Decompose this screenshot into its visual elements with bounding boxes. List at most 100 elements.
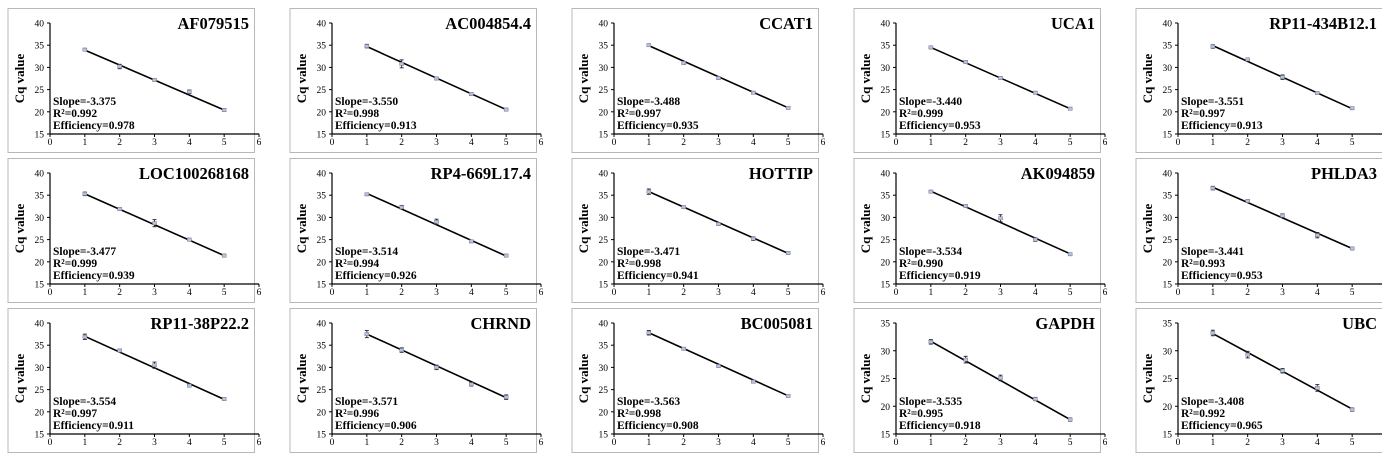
x-tick-label: 4	[1033, 438, 1038, 448]
x-tick-label: 3	[434, 438, 439, 448]
x-tick-label: 1	[646, 138, 651, 148]
x-tick-label: 5	[1068, 288, 1073, 298]
data-point	[998, 76, 1003, 80]
x-tick-label: 1	[82, 438, 87, 448]
data-point	[963, 357, 968, 362]
y-axis-label: Cq value	[294, 54, 309, 104]
y-tick-label: 25	[599, 236, 609, 246]
chart-svg: 15 20 25 30 35 40 0 1 2 3 4 5 6 Cq value AC004854.4 Slo…	[289, 8, 544, 153]
chart-panel: 15 20 25 30 35 40 0 1 2 3 4 5 6 Cq value AC004854.4 Slo…	[282, 8, 544, 158]
x-tick-label: 2	[1245, 438, 1250, 448]
y-tick-label: 35	[317, 42, 327, 52]
x-tick-label: 5	[786, 138, 791, 148]
x-tick-label: 2	[1245, 138, 1250, 148]
slope-text: Slope=-3.535	[899, 396, 962, 408]
x-tick-label: 4	[1033, 288, 1038, 298]
y-tick-label: 20	[35, 258, 45, 268]
data-point	[399, 61, 404, 66]
y-tick-label: 20	[881, 258, 891, 268]
chart-frame	[7, 308, 255, 453]
y-tick-label: 15	[881, 281, 891, 291]
y-tick-label: 30	[881, 64, 891, 74]
x-tick-label: 6	[539, 288, 544, 298]
y-tick-label: 40	[881, 170, 891, 180]
x-tick-label: 2	[681, 288, 686, 298]
x-tick-label: 1	[646, 438, 651, 448]
chart-panel: 15 20 25 30 35 40 0 1 2 3 4 5 6 Cq value LOC100268168 S…	[0, 158, 262, 308]
y-tick-label: 35	[317, 342, 327, 352]
y-tick-label: 15	[317, 431, 327, 441]
x-tick-label: 5	[786, 438, 791, 448]
y-tick-label: 15	[35, 131, 45, 141]
y-tick-label: 35	[1163, 192, 1173, 202]
y-tick-label: 20	[35, 108, 45, 118]
data-point	[187, 383, 192, 388]
slope-text: Slope=-3.534	[899, 246, 962, 258]
y-axis-label: Cq value	[12, 354, 27, 404]
y-axis-label: Cq value	[12, 54, 27, 104]
x-tick-label: 5	[1068, 438, 1073, 448]
x-tick-label: 5	[504, 138, 509, 148]
x-tick-label: 6	[257, 138, 262, 148]
x-tick-label: 6	[539, 138, 544, 148]
x-tick-label: 1	[928, 138, 933, 148]
y-tick-label: 15	[1163, 281, 1173, 291]
x-tick-label: 5	[786, 288, 791, 298]
x-tick-label: 1	[646, 288, 651, 298]
chart-title: BC005081	[741, 314, 813, 333]
data-point	[681, 346, 686, 351]
y-tick-label: 35	[881, 42, 891, 52]
chart-svg: 15 20 25 30 35 40 0 1 2 3 4 5 6 Cq value HOTTIP Slope=-…	[571, 158, 826, 303]
data-point	[716, 222, 721, 226]
data-point	[503, 253, 509, 258]
data-point	[469, 239, 474, 244]
x-tick-label: 4	[187, 438, 192, 448]
efficiency-text: Efficiency=0.926	[335, 270, 417, 282]
data-point	[221, 253, 227, 258]
data-point	[187, 237, 192, 242]
x-tick-label: 3	[716, 438, 721, 448]
y-axis-label: Cq value	[294, 204, 309, 254]
data-point	[785, 393, 791, 398]
y-tick-label: 40	[317, 170, 327, 180]
data-point	[1245, 199, 1250, 203]
data-point	[646, 330, 652, 335]
x-tick-label: 5	[1068, 138, 1073, 148]
data-point	[1280, 368, 1285, 373]
x-tick-label: 2	[117, 288, 122, 298]
y-axis-label: Cq value	[576, 54, 591, 104]
chart-title: PHLDA3	[1311, 164, 1377, 183]
data-point	[681, 61, 686, 65]
data-point	[1210, 44, 1216, 49]
y-tick-label: 20	[599, 108, 609, 118]
efficiency-text: Efficiency=0.913	[335, 120, 417, 132]
y-tick-label: 15	[35, 431, 45, 441]
x-tick-label: 0	[48, 288, 53, 298]
y-tick-label: 25	[1163, 375, 1173, 385]
efficiency-text: Efficiency=0.941	[617, 270, 699, 282]
x-tick-label: 1	[1210, 138, 1215, 148]
y-tick-label: 15	[1163, 131, 1173, 141]
data-point	[998, 376, 1003, 380]
x-tick-label: 3	[716, 138, 721, 148]
data-point	[364, 192, 370, 197]
x-tick-label: 2	[681, 438, 686, 448]
data-point	[785, 105, 791, 110]
efficiency-text: Efficiency=0.908	[617, 420, 699, 432]
r-squared-text: R²=0.995	[899, 408, 943, 420]
x-tick-label: 5	[222, 438, 227, 448]
slope-text: Slope=-3.471	[617, 246, 680, 258]
chart-svg: 15 20 25 30 35 40 0 1 2 3 4 5 6 Cq value LOC100268168 S…	[7, 158, 262, 303]
y-tick-label: 20	[1163, 258, 1173, 268]
y-tick-label: 15	[881, 131, 891, 141]
x-tick-label: 4	[187, 288, 192, 298]
y-tick-label: 25	[881, 86, 891, 96]
r-squared-text: R²=0.994	[335, 258, 379, 270]
y-tick-label: 35	[599, 342, 609, 352]
y-tick-label: 40	[35, 170, 45, 180]
chart-panel: 15 20 25 30 35 40 0 1 2 3 4 5 6 Cq value RP4-669L17.4 S…	[282, 158, 544, 308]
data-point	[1033, 90, 1038, 95]
